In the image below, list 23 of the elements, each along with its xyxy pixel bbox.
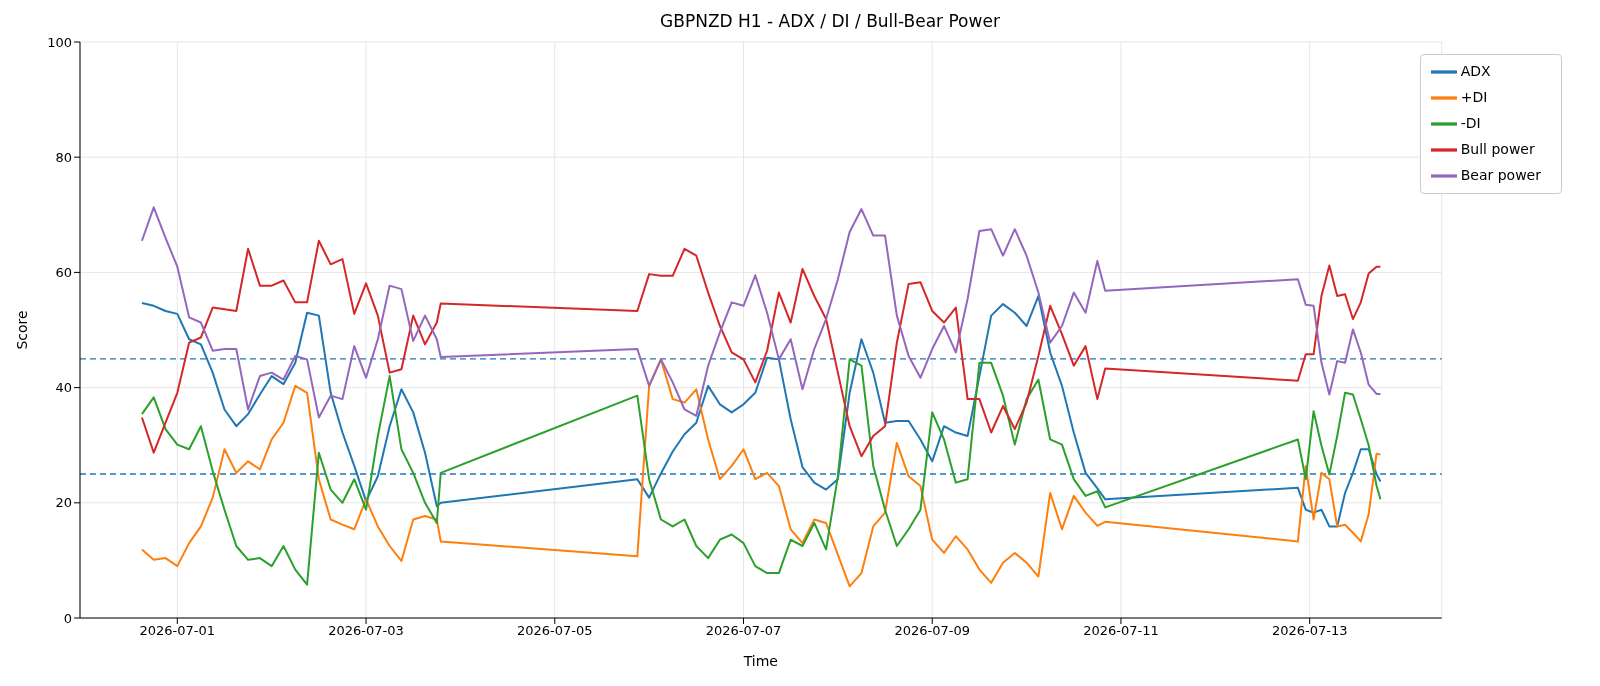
y-tick-label: 40 <box>55 380 72 396</box>
x-tick-label: 2026-07-09 <box>894 623 970 639</box>
y-tick-label: 60 <box>55 265 72 281</box>
x-tick-label: 2026-07-07 <box>705 623 782 639</box>
x-tick-label: 2026-07-05 <box>516 623 593 639</box>
x-tick-label: 2026-07-11 <box>1083 623 1159 639</box>
x-tick-label: 2026-07-03 <box>328 623 404 639</box>
legend-label: Bear power <box>1460 167 1541 183</box>
chart-title: GBPNZD H1 - ADX / DI / Bull-Bear Power <box>659 10 1001 33</box>
line-series <box>140 206 1382 419</box>
legend-label: -DI <box>1460 115 1481 131</box>
legend-label: Bull power <box>1460 141 1535 157</box>
x-tick-label: 2026-07-13 <box>1271 623 1348 639</box>
legend-label: ADX <box>1460 63 1491 79</box>
y-tick-label: 20 <box>55 495 72 511</box>
y-tick-label: 100 <box>47 34 72 50</box>
y-axis-title: Score <box>13 310 30 350</box>
x-tick-label: 2026-07-01 <box>139 623 216 639</box>
legend-label: +DI <box>1460 89 1488 105</box>
x-axis-title: Time <box>742 653 778 669</box>
y-tick-label: 0 <box>63 610 72 626</box>
line-series <box>140 239 1382 458</box>
y-tick-label: 80 <box>55 149 72 165</box>
